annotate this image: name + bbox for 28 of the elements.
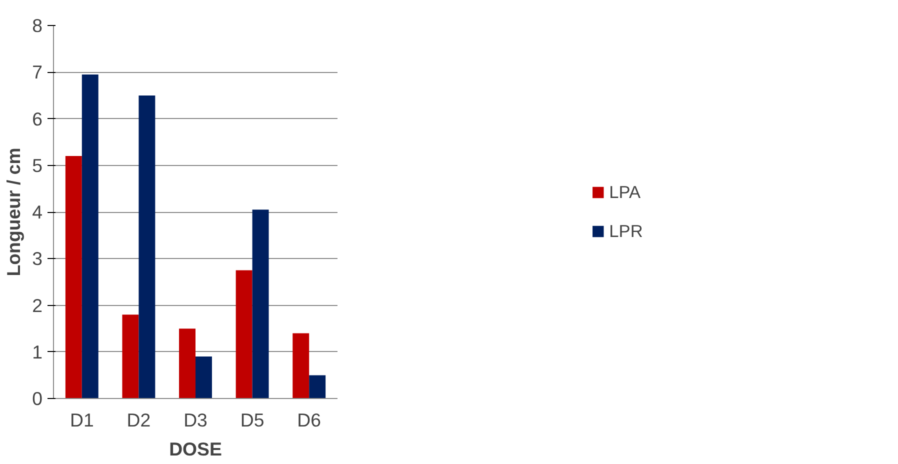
y-axis-title: Longueur / cm	[3, 148, 24, 276]
bar	[196, 356, 212, 398]
y-tick-label: 7	[32, 62, 43, 83]
y-tick-label: 5	[32, 154, 43, 176]
x-tick-label: D2	[126, 410, 151, 430]
bar	[309, 375, 326, 398]
bar	[292, 333, 310, 398]
x-tick-label: D5	[240, 410, 264, 430]
bar	[252, 210, 269, 398]
bar	[65, 156, 82, 398]
y-tick-label: 1	[32, 341, 43, 362]
x-tick-label: D6	[297, 410, 322, 430]
y-tick-label: 8	[32, 15, 43, 36]
y-tick-label: 3	[32, 248, 43, 270]
y-tick-label: 2	[32, 294, 43, 316]
bar	[122, 314, 139, 398]
bar	[179, 328, 196, 398]
bar	[82, 74, 98, 398]
x-tick-label: D1	[70, 410, 94, 430]
x-axis-title: DOSE	[169, 438, 222, 460]
y-tick-label: 0	[32, 388, 43, 409]
y-tick-label: 4	[32, 202, 43, 222]
legend-label: LPR	[609, 220, 643, 242]
y-tick-label: 6	[32, 108, 43, 130]
bar	[236, 270, 252, 398]
bar	[138, 95, 156, 398]
x-tick-label: D3	[184, 410, 208, 430]
legend-label: LPA	[609, 182, 641, 202]
